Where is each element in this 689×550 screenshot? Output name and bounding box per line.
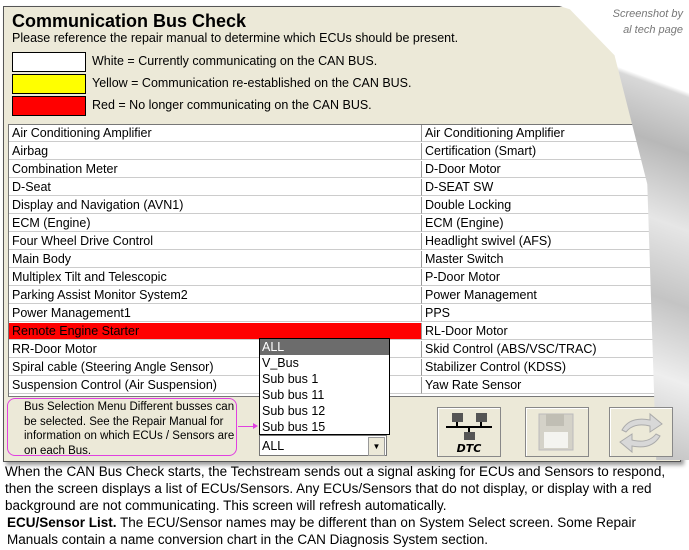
table-row[interactable]: Spiral cable (Steering Angle Sensor) Stab… — [9, 359, 679, 377]
bus-option[interactable]: Sub bus 1 — [262, 372, 319, 386]
bus-option[interactable]: Sub bus 12 — [262, 404, 326, 418]
ecu-cell[interactable]: Parking Assist Monitor System2 — [9, 287, 422, 304]
ecu-cell[interactable]: P-Door Motor — [422, 269, 679, 286]
network-dtc-icon: DTC — [446, 413, 492, 455]
table-row[interactable]: Combination Meter D-Door Motor — [9, 161, 679, 179]
table-row[interactable]: Air Conditioning Amplifier Air Conditioni… — [9, 125, 679, 143]
ecu-cell[interactable]: Display and Navigation (AVN1) — [9, 197, 422, 214]
watermark: Screenshot by al tech page — [613, 6, 683, 38]
ecu-cell[interactable]: Skid Control (ABS/VSC/TRAC) — [422, 341, 679, 358]
ecu-cell[interactable]: Double Locking — [422, 197, 679, 214]
refresh-icon — [619, 412, 663, 454]
ecu-cell[interactable]: Multiplex Tilt and Telescopic — [9, 269, 422, 286]
description-paragraph: The ECU/Sensor names may be different th… — [7, 515, 637, 547]
legend-text: Red = No longer communicating on the CAN… — [92, 98, 372, 112]
legend-swatch — [12, 52, 86, 72]
bus-option[interactable]: V_Bus — [262, 356, 299, 370]
table-row[interactable]: Main Body Master Switch — [9, 251, 679, 269]
table-row[interactable]: Parking Assist Monitor System2 Power Mana… — [9, 287, 679, 305]
ecu-cell[interactable]: Air Conditioning Amplifier — [422, 125, 679, 142]
ecu-cell[interactable]: Air Conditioning Amplifier — [9, 125, 422, 142]
callout-arrow-icon — [238, 423, 258, 429]
table-row[interactable]: Suspension Control (Air Suspension) Yaw R… — [9, 377, 679, 395]
ecu-cell[interactable]: Power Management — [422, 287, 679, 304]
ecu-cell[interactable]: Yaw Rate Sensor — [422, 377, 679, 394]
save-button[interactable] — [525, 407, 589, 457]
description: When the CAN Bus Check starts, the Techs… — [5, 463, 685, 548]
subtitle: Please reference the repair manual to de… — [12, 31, 459, 45]
legend-text: Yellow = Communication re-established on… — [92, 76, 412, 90]
ecu-cell[interactable]: Four Wheel Drive Control — [9, 233, 422, 250]
legend-swatch — [12, 74, 86, 94]
table-row[interactable]: Four Wheel Drive Control Headlight swivel… — [9, 233, 679, 251]
table-row[interactable]: Power Management1 PPS — [9, 305, 679, 323]
ecu-list-heading: ECU/Sensor List. — [7, 515, 117, 530]
table-row[interactable]: Airbag Certification (Smart) — [9, 143, 679, 161]
table-row[interactable]: RR-Door Motor Skid Control (ABS/VSC/TRAC) — [9, 341, 679, 359]
bus-option[interactable]: ALL — [260, 339, 389, 355]
ecu-cell[interactable]: ECM (Engine) — [9, 215, 422, 232]
ecu-cell[interactable]: Combination Meter — [9, 161, 422, 178]
ecu-cell[interactable]: Suspension Control (Air Suspension) — [9, 377, 422, 394]
ecu-cell[interactable]: Certification (Smart) — [422, 143, 679, 160]
ecu-cell[interactable]: D-Door Motor — [422, 161, 679, 178]
watermark-line: al tech page — [623, 24, 683, 36]
table-row[interactable]: Remote Engine Starter RL-Door Motor — [9, 323, 679, 341]
ecu-cell[interactable]: RL-Door Motor — [422, 323, 679, 340]
bus-dropdown-list[interactable]: ALL V_Bus Sub bus 1 Sub bus 11 Sub bus 12 Sub… — [259, 338, 390, 435]
ecu-cell[interactable]: Master Switch — [422, 251, 679, 268]
page-title: Communication Bus Check — [12, 11, 247, 31]
refresh-button[interactable] — [609, 407, 673, 457]
table-row[interactable]: Display and Navigation (AVN1) Double Lock… — [9, 197, 679, 215]
ecu-cell[interactable]: Spiral cable (Steering Angle Sensor) — [9, 359, 422, 376]
floppy-disk-icon — [538, 413, 574, 451]
bus-option[interactable]: Sub bus 15 — [262, 420, 326, 434]
table-row[interactable]: D-Seat D-SEAT SW — [9, 179, 679, 197]
table-row[interactable]: Multiplex Tilt and Telescopic P-Door Moto… — [9, 269, 679, 287]
chevron-down-icon[interactable]: ▼ — [368, 437, 385, 456]
table-row[interactable]: ECM (Engine) ECM (Engine) — [9, 215, 679, 233]
ecu-cell[interactable]: D-Seat — [9, 179, 422, 196]
bus-option[interactable]: Sub bus 11 — [262, 388, 325, 402]
legend-text: White = Currently communicating on the C… — [92, 54, 378, 68]
ecu-cell[interactable]: Stabilizer Control (KDSS) — [422, 359, 679, 376]
ecu-cell[interactable]: D-SEAT SW — [422, 179, 679, 196]
ecu-cell[interactable]: RR-Door Motor — [9, 341, 422, 358]
ecu-cell[interactable]: Airbag — [9, 143, 422, 160]
legend-swatch — [12, 96, 86, 116]
ecu-cell[interactable]: Headlight swivel (AFS) — [422, 233, 679, 250]
dtc-label: DTC — [457, 442, 482, 455]
watermark-line: Screenshot by — [612, 8, 683, 20]
dtc-button[interactable]: DTC — [437, 407, 501, 457]
description-paragraph: When the CAN Bus Check starts, the Techs… — [5, 464, 666, 513]
ecu-cell[interactable]: Power Management1 — [9, 305, 422, 322]
ecu-cell[interactable]: PPS — [422, 305, 679, 322]
ecu-cell[interactable]: Main Body — [9, 251, 422, 268]
ecu-cell[interactable]: Remote Engine Starter — [9, 323, 422, 340]
bus-select[interactable]: ALL ▼ — [259, 435, 387, 456]
ecu-cell[interactable]: ECM (Engine) — [422, 215, 679, 232]
bus-selection-callout: Bus Selection Menu Different busses can … — [7, 398, 237, 457]
bus-select-value: ALL — [262, 439, 285, 453]
